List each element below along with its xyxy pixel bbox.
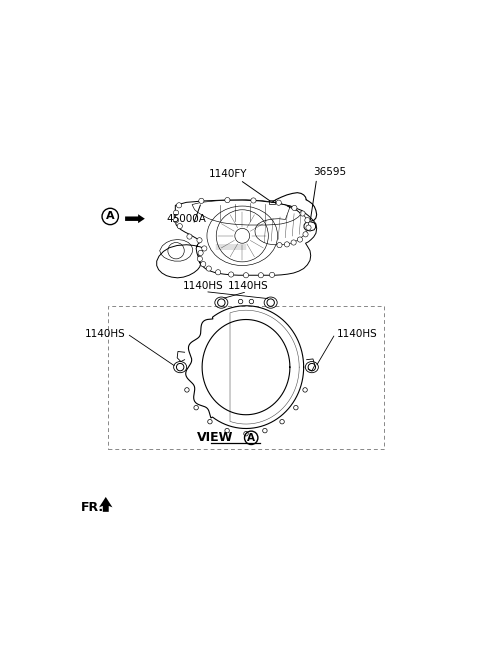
Text: 36595: 36595 xyxy=(313,168,346,177)
Circle shape xyxy=(187,234,192,239)
Circle shape xyxy=(202,246,207,251)
Circle shape xyxy=(276,200,281,205)
Text: FR.: FR. xyxy=(81,501,104,514)
Text: A: A xyxy=(106,212,115,221)
Circle shape xyxy=(239,300,243,304)
Circle shape xyxy=(197,238,202,243)
Text: A: A xyxy=(247,433,255,443)
Circle shape xyxy=(198,250,203,256)
Circle shape xyxy=(297,237,302,242)
Circle shape xyxy=(199,198,204,204)
Circle shape xyxy=(243,273,249,278)
Circle shape xyxy=(303,232,308,237)
Polygon shape xyxy=(99,497,112,512)
Circle shape xyxy=(258,273,264,278)
Circle shape xyxy=(216,269,221,275)
Circle shape xyxy=(201,261,206,267)
Circle shape xyxy=(300,211,305,216)
Polygon shape xyxy=(125,214,145,223)
Circle shape xyxy=(228,272,234,277)
Circle shape xyxy=(225,428,229,433)
Circle shape xyxy=(173,217,179,223)
Circle shape xyxy=(208,419,212,424)
Circle shape xyxy=(294,405,298,410)
Circle shape xyxy=(277,242,282,248)
Circle shape xyxy=(217,299,225,306)
Circle shape xyxy=(244,432,248,436)
Circle shape xyxy=(269,272,275,277)
Circle shape xyxy=(280,419,284,424)
Circle shape xyxy=(197,256,203,261)
Circle shape xyxy=(177,363,184,371)
Text: 45000A: 45000A xyxy=(166,214,206,224)
Circle shape xyxy=(173,210,179,215)
Circle shape xyxy=(306,225,311,230)
Circle shape xyxy=(225,198,230,203)
Text: 1140HS: 1140HS xyxy=(183,281,224,291)
Circle shape xyxy=(194,405,198,410)
Text: 1140FY: 1140FY xyxy=(209,170,247,179)
Circle shape xyxy=(305,217,310,223)
Circle shape xyxy=(284,242,289,247)
Circle shape xyxy=(291,240,296,245)
Circle shape xyxy=(267,299,275,306)
Circle shape xyxy=(177,223,182,229)
Circle shape xyxy=(292,205,297,210)
Bar xyxy=(108,306,384,449)
Circle shape xyxy=(177,203,181,208)
Circle shape xyxy=(263,428,267,433)
Text: VIEW: VIEW xyxy=(197,431,233,444)
Circle shape xyxy=(206,266,211,271)
Circle shape xyxy=(185,388,189,392)
Circle shape xyxy=(249,300,253,304)
Circle shape xyxy=(251,198,256,203)
Text: 1140HS: 1140HS xyxy=(228,281,268,291)
Circle shape xyxy=(303,388,307,392)
Text: 1140HS: 1140HS xyxy=(337,328,378,338)
Text: 1140HS: 1140HS xyxy=(84,328,125,338)
Circle shape xyxy=(308,363,315,371)
